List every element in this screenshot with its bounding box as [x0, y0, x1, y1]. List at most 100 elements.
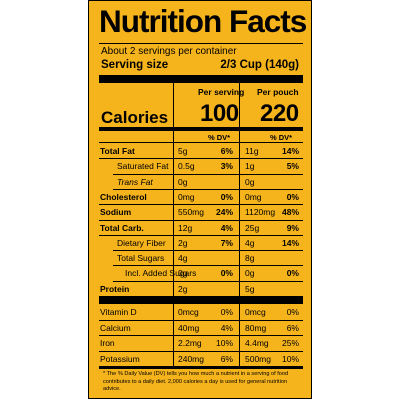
amount-per-serving: 2.2mg	[178, 338, 202, 348]
dv-per-serving: 4%	[220, 322, 233, 333]
amount-per-pouch: 4.4mg	[245, 338, 269, 348]
amount-per-pouch: 4g	[245, 237, 255, 248]
nutrient-label: Potassium	[100, 353, 140, 364]
dv-per-serving: 6%	[220, 146, 233, 156]
amount-per-serving: 0g	[178, 176, 188, 187]
amount-per-serving: 240mg	[178, 353, 204, 364]
row-divider	[99, 350, 303, 352]
row-divider	[113, 173, 303, 175]
amount-per-pouch: 0g	[245, 268, 255, 279]
medium-divider	[99, 366, 303, 369]
thick-divider	[99, 75, 303, 83]
amount-per-pouch: 0g	[245, 176, 255, 187]
row-divider	[99, 319, 303, 321]
amount-per-pouch: 80mg	[245, 322, 267, 333]
column-divider	[239, 143, 240, 296]
row-divider	[113, 250, 303, 252]
label-title: Nutrition Facts	[99, 3, 307, 39]
nutrient-label: Trans Fat	[117, 176, 153, 187]
row-divider	[99, 219, 303, 221]
dv-per-pouch: 10%	[281, 353, 299, 364]
nutrient-label: Saturated Fat	[117, 161, 169, 172]
thick-divider	[99, 296, 303, 304]
nutrient-label: Calcium	[100, 322, 131, 333]
footnote: * The % Daily Value (DV) tells you how m…	[103, 371, 289, 392]
amount-per-pouch: 8g	[245, 253, 255, 264]
dv-per-serving: 3%	[220, 161, 233, 172]
dv-per-pouch: 0%	[286, 307, 299, 317]
nutrient-label: Incl. Added Sugars	[125, 268, 197, 279]
amount-per-serving: 5g	[178, 146, 188, 156]
nutrient-label: Protein	[100, 283, 130, 294]
column-divider	[173, 143, 174, 296]
amount-per-pouch: 0mg	[245, 191, 262, 202]
nutrient-label: Total Carb.	[100, 222, 144, 233]
serving-size-label: Serving size	[101, 59, 169, 71]
amount-per-serving: 0.5g	[178, 161, 195, 172]
servings-per-container: About 2 servings per container	[101, 46, 237, 57]
nutrient-label: Cholesterol	[100, 191, 147, 202]
row-divider	[113, 188, 303, 190]
nutrient-label: Vitamin D	[100, 307, 137, 317]
dv-per-pouch: 0%	[286, 191, 299, 202]
nutrient-label: Iron	[100, 338, 115, 348]
nutrition-facts-label: Nutrition Facts About 2 servings per con…	[88, 0, 312, 399]
row-divider	[99, 158, 303, 160]
amount-per-serving: 0g	[178, 268, 188, 279]
dv-per-serving: 0%	[220, 307, 233, 317]
column-divider	[173, 304, 174, 366]
per-pouch-header: Per pouch	[257, 87, 299, 97]
amount-per-pouch: 25g	[245, 222, 260, 233]
amount-per-serving: 12g	[178, 222, 193, 233]
dv-header-serving: % DV*	[208, 133, 231, 142]
calories-label: Calories	[101, 108, 169, 127]
amount-per-pouch: 1120mg	[245, 207, 276, 218]
amount-per-pouch: 11g	[245, 146, 259, 156]
dv-per-serving: 24%	[215, 207, 233, 218]
dv-per-pouch: 9%	[286, 222, 299, 233]
dv-per-pouch: 14%	[281, 146, 299, 156]
dv-per-pouch: 5%	[286, 161, 299, 172]
amount-per-serving: 2g	[178, 237, 188, 248]
dv-per-pouch: 0%	[286, 268, 299, 279]
row-divider	[113, 265, 303, 267]
amount-per-pouch: 1g	[245, 161, 255, 172]
amount-per-pouch: 5g	[245, 283, 255, 294]
dv-per-pouch: 48%	[281, 207, 299, 218]
amount-per-pouch: 0mcg	[245, 307, 266, 317]
dv-per-serving: 4%	[220, 222, 233, 233]
dv-per-serving: 0%	[220, 191, 233, 202]
dv-per-serving: 10%	[215, 338, 233, 348]
nutrient-label: Total Sugars	[117, 253, 165, 264]
dv-per-serving: 6%	[220, 353, 233, 364]
column-divider	[173, 83, 174, 142]
medium-divider	[99, 127, 303, 131]
divider	[99, 43, 303, 44]
amount-per-serving: 0mcg	[178, 307, 199, 317]
amount-per-serving: 4g	[178, 253, 188, 264]
nutrient-label: Dietary Fiber	[117, 237, 166, 248]
dv-header-pouch: % DV*	[270, 133, 293, 142]
dv-per-serving: 0%	[220, 268, 233, 279]
dv-per-serving: 7%	[220, 237, 233, 248]
column-divider	[239, 83, 240, 142]
amount-per-serving: 550mg	[178, 207, 204, 218]
nutrient-label: Sodium	[100, 207, 132, 218]
divider	[99, 142, 303, 143]
per-serving-header: Per serving	[198, 87, 245, 97]
row-divider	[99, 335, 303, 336]
calories-per-serving: 100	[200, 100, 239, 127]
calories-per-pouch: 220	[260, 100, 299, 127]
amount-per-serving: 0mg	[178, 191, 195, 202]
amount-per-serving: 2g	[178, 283, 188, 294]
amount-per-serving: 40mg	[178, 322, 200, 333]
serving-size-value: 2/3 Cup (140g)	[220, 59, 299, 71]
dv-per-pouch: 14%	[281, 237, 299, 248]
amount-per-pouch: 500mg	[245, 353, 271, 364]
row-divider	[99, 234, 303, 236]
column-divider	[239, 304, 240, 366]
nutrient-label: Total Fat	[100, 146, 135, 156]
dv-per-pouch: 6%	[286, 322, 299, 333]
dv-per-pouch: 25%	[281, 338, 299, 348]
row-divider	[99, 204, 303, 206]
